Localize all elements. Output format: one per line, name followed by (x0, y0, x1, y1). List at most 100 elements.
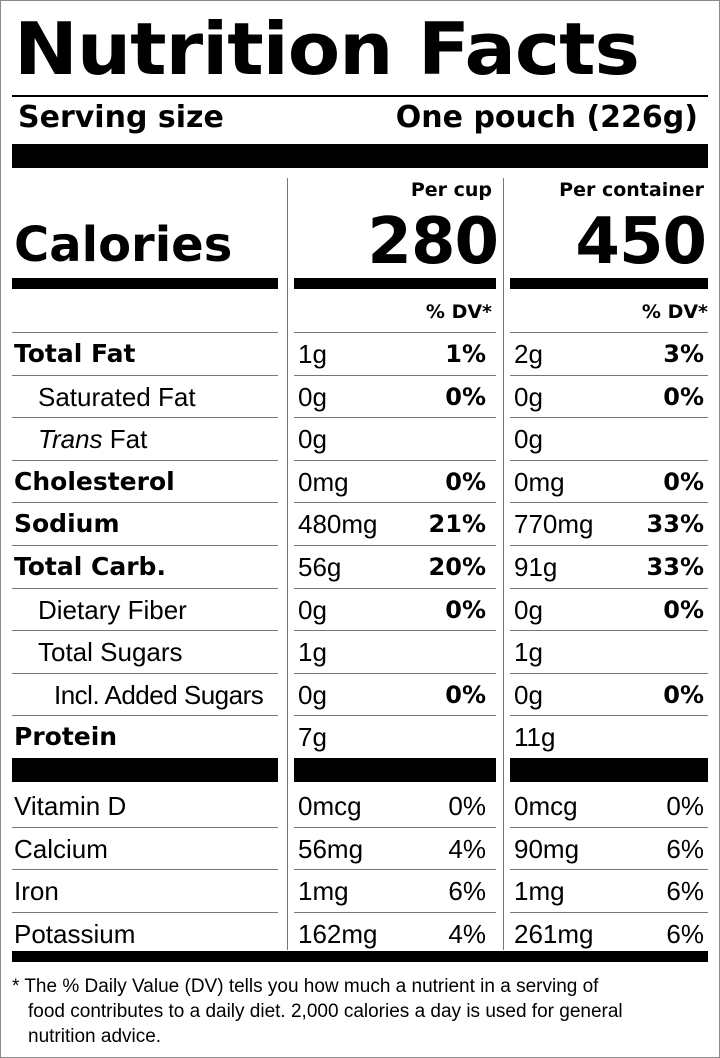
per-container-dv: 33% (646, 553, 704, 581)
row-rule (294, 332, 496, 333)
row-rule (294, 715, 496, 717)
row-rule (12, 715, 278, 717)
per-container-amount: 261mg (514, 918, 594, 949)
footnote: * The % Daily Value (DV) tells you how m… (12, 974, 712, 1049)
nutrient-name: Trans Fat (38, 418, 147, 460)
calories-bar-left (12, 278, 278, 289)
row-rule (294, 545, 496, 546)
nutrient-name-text: Cholesterol (14, 466, 175, 496)
per-cup-dv: 0% (445, 595, 486, 624)
per-cup-dv (376, 716, 486, 758)
footnote-line-2: food contributes to a daily diet. 2,000 … (28, 1001, 623, 1022)
nutrient-name: Sodium (14, 503, 120, 545)
per-container-amount: 0g (514, 381, 543, 412)
per-container-amount: 0mg (514, 466, 565, 497)
serving-size-label: Serving size (18, 100, 224, 135)
nutrient-row: Saturated Fat 0g 0% 0g 0% (0, 376, 720, 418)
per-cup-amount: 1mg (298, 876, 349, 906)
nutrient-name: Incl. Added Sugars (54, 674, 264, 716)
per-cup-amount: 480mg (298, 509, 378, 540)
per-cup-dv: 0% (448, 791, 486, 821)
row-rule (294, 630, 496, 632)
nutrient-name-text: Total Sugars (38, 637, 183, 668)
row-rule (12, 459, 278, 461)
row-rule (294, 869, 496, 870)
vitamin-row: Iron 1mg 6% 1mg 6% (0, 870, 720, 912)
nutrient-name-italic: Trans (38, 424, 103, 455)
per-container-amount: 1mg (514, 876, 565, 906)
per-container-amount: 0g (514, 679, 543, 710)
per-container-amount: 91g (514, 552, 558, 582)
vitamin-name: Iron (14, 876, 59, 906)
nutrient-name-text: Dietary Fiber (38, 594, 187, 625)
per-container-header: Per container (559, 179, 704, 201)
calories-per-container: 450 (575, 205, 707, 279)
nutrient-row: Incl. Added Sugars 0g 0% 0g 0% (0, 674, 720, 716)
column-divider-2 (503, 178, 504, 950)
nutrient-name-text: Saturated Fat (38, 381, 196, 412)
row-rule (12, 630, 278, 632)
row-rule (510, 869, 708, 870)
per-cup-amount: 0g (298, 679, 327, 710)
nutrient-name: Total Fat (14, 333, 135, 375)
label-title: Nutrition Facts (14, 7, 640, 91)
per-container-amount: 0g (514, 594, 543, 625)
per-container-amount: 1g (514, 637, 543, 668)
nutrient-name-text: Protein (14, 722, 118, 752)
row-rule (12, 869, 278, 870)
per-cup-dv: 6% (448, 876, 486, 906)
nutrient-row: Sodium 480mg 21% 770mg 33% (0, 503, 720, 545)
per-cup-amount: 56g (298, 552, 342, 582)
row-rule (510, 826, 708, 828)
per-cup-header: Per cup (410, 179, 492, 201)
per-cup-dv: 21% (428, 510, 486, 539)
per-cup-amount: 0mcg (298, 791, 362, 821)
row-rule (12, 332, 278, 333)
vitamin-bar-container (510, 758, 708, 782)
vitamin-name: Potassium (14, 918, 136, 949)
nutrient-row: Trans Fat 0g 0g (0, 418, 720, 460)
per-container-dv: 6% (666, 833, 704, 864)
per-cup-amount: 7g (298, 722, 327, 753)
nutrient-name: Saturated Fat (38, 376, 196, 418)
per-container-amount: 90mg (514, 833, 580, 864)
nutrient-row: Protein 7g 11g (0, 716, 720, 758)
nutrient-row: Total Fat 1g 1% 2g 3% (0, 333, 720, 375)
per-cup-dv: 1% (445, 340, 486, 368)
row-rule (294, 417, 496, 419)
per-container-dv: 0% (663, 595, 704, 624)
per-cup-dv: 4% (448, 833, 486, 864)
dv-header-container: % DV* (641, 301, 708, 323)
row-rule (510, 630, 708, 632)
per-cup-dv (376, 631, 486, 673)
row-rule (294, 587, 496, 589)
nutrient-name: Protein (14, 716, 117, 758)
vitamin-name: Calcium (14, 833, 108, 864)
row-rule (510, 417, 708, 419)
row-rule (12, 374, 278, 376)
dv-header-cup: % DV* (425, 301, 492, 323)
nutrient-row: Total Carb. 56g 20% 91g 33% (0, 546, 720, 588)
nutrient-name: Cholesterol (14, 461, 175, 503)
per-cup-dv: 0% (445, 680, 486, 709)
per-container-dv: 0% (666, 791, 704, 821)
row-rule (510, 459, 708, 461)
per-cup-amount: 0mg (298, 466, 349, 497)
row-rule (12, 911, 278, 913)
row-rule (294, 502, 496, 504)
row-rule (510, 545, 708, 546)
vitamin-name: Vitamin D (14, 791, 127, 821)
calories-bar-cup (294, 278, 496, 289)
footnote-line-3: nutrition advice. (28, 1026, 162, 1047)
per-cup-amount: 0g (298, 594, 327, 625)
serving-size-value: One pouch (226g) (395, 100, 698, 135)
row-rule (12, 826, 278, 828)
per-container-dv: 6% (666, 918, 704, 949)
vitamin-row: Potassium 162mg 4% 261mg 6% (0, 913, 720, 955)
nutrient-name: Dietary Fiber (38, 589, 187, 631)
vitamin-row: Vitamin D 0mcg 0% 0mcg 0% (0, 785, 720, 827)
footnote-line-1: * The % Daily Value (DV) tells you how m… (12, 976, 599, 997)
nutrient-name-text: Incl. Added Sugars (54, 679, 264, 710)
vitamin-bar-cup (294, 758, 496, 782)
row-rule (294, 459, 496, 461)
